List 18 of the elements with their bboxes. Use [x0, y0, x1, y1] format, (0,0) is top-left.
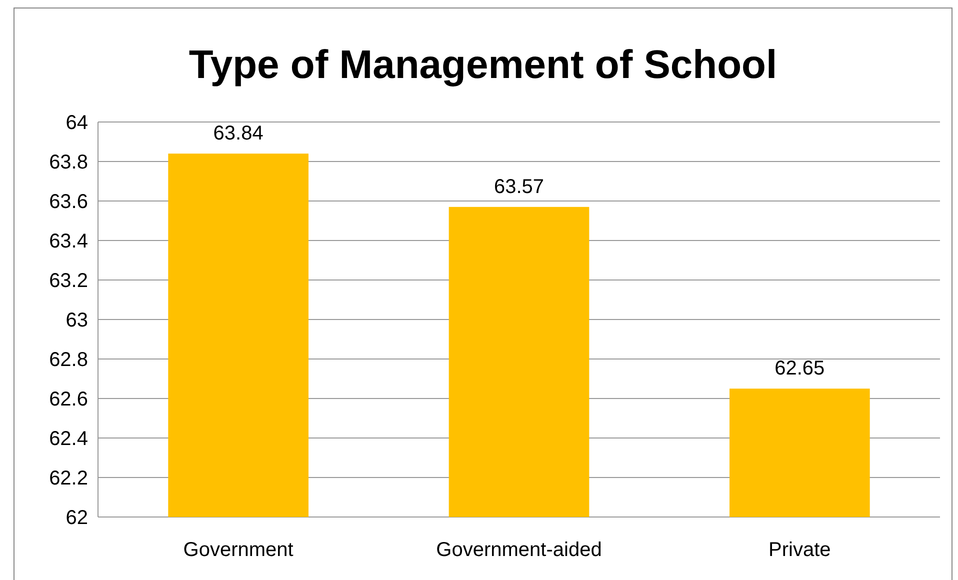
- y-tick-label: 63.8: [49, 152, 88, 174]
- y-tick-label: 62.8: [49, 349, 88, 371]
- x-tick-label: Government: [183, 539, 294, 561]
- data-label: 63.84: [213, 122, 264, 145]
- y-tick-label: 63: [66, 310, 88, 332]
- chart-title: Type of Management of School: [188, 43, 778, 87]
- y-tick-label: 62.4: [49, 428, 88, 450]
- y-tick-label: 63.6: [49, 191, 88, 213]
- y-tick-label: 64: [66, 112, 88, 134]
- y-tick-label: 63.2: [49, 270, 88, 292]
- y-tick-label: 62.2: [49, 468, 88, 490]
- data-label: 63.57: [494, 176, 544, 198]
- data-label: 62.65: [774, 358, 825, 380]
- y-tick-label: 62: [66, 507, 88, 529]
- y-tick-label: 62.6: [49, 388, 88, 410]
- x-tick-label: Private: [768, 539, 831, 561]
- y-tick-label: 63.4: [49, 230, 88, 252]
- x-tick-label: Government-aided: [436, 539, 602, 561]
